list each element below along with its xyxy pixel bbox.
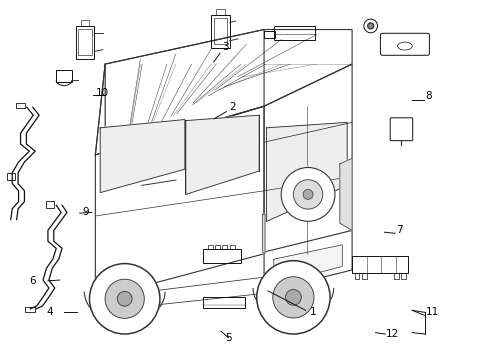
Bar xyxy=(216,9,224,15)
Text: 9: 9 xyxy=(82,207,89,217)
Bar xyxy=(213,18,227,44)
Polygon shape xyxy=(266,122,346,221)
Text: 11: 11 xyxy=(425,307,438,318)
Circle shape xyxy=(303,189,312,199)
Bar xyxy=(203,297,244,308)
Bar xyxy=(7,173,15,180)
Polygon shape xyxy=(273,245,342,284)
Circle shape xyxy=(367,23,373,29)
Polygon shape xyxy=(95,106,264,299)
Text: 1: 1 xyxy=(309,307,316,318)
Circle shape xyxy=(105,279,144,318)
Bar xyxy=(222,245,227,249)
Polygon shape xyxy=(105,30,351,155)
Bar xyxy=(207,245,212,249)
Circle shape xyxy=(293,180,322,209)
Bar xyxy=(393,273,398,279)
Polygon shape xyxy=(264,230,351,292)
Bar xyxy=(78,29,92,55)
Bar xyxy=(354,273,359,279)
Text: 6: 6 xyxy=(29,276,36,286)
Text: 2: 2 xyxy=(228,102,235,112)
Polygon shape xyxy=(264,64,351,254)
Bar xyxy=(400,273,405,279)
Bar xyxy=(229,245,234,249)
Polygon shape xyxy=(339,158,351,230)
Text: 8: 8 xyxy=(425,91,431,102)
Circle shape xyxy=(285,289,301,305)
Polygon shape xyxy=(262,214,264,254)
Bar xyxy=(351,256,407,273)
Bar xyxy=(211,15,229,48)
Bar xyxy=(25,307,35,312)
Bar xyxy=(264,31,274,38)
Polygon shape xyxy=(100,120,184,193)
Circle shape xyxy=(256,261,329,334)
Circle shape xyxy=(89,264,160,334)
Text: 4: 4 xyxy=(46,307,53,318)
Text: 10: 10 xyxy=(95,88,108,98)
Text: 5: 5 xyxy=(224,333,231,343)
Polygon shape xyxy=(95,277,264,311)
Bar xyxy=(203,249,241,263)
Circle shape xyxy=(272,277,313,318)
Bar xyxy=(76,26,94,59)
Polygon shape xyxy=(185,115,259,194)
Text: 12: 12 xyxy=(386,329,399,339)
Bar xyxy=(81,20,89,26)
Text: 7: 7 xyxy=(395,225,402,235)
Circle shape xyxy=(363,19,377,33)
Bar xyxy=(273,26,315,40)
Circle shape xyxy=(281,167,334,221)
Bar xyxy=(215,245,220,249)
Polygon shape xyxy=(95,30,264,155)
Bar xyxy=(361,273,366,279)
Bar xyxy=(56,70,72,82)
Bar xyxy=(46,201,54,208)
Bar xyxy=(16,103,25,108)
Circle shape xyxy=(117,292,132,306)
Text: 3: 3 xyxy=(222,42,229,52)
